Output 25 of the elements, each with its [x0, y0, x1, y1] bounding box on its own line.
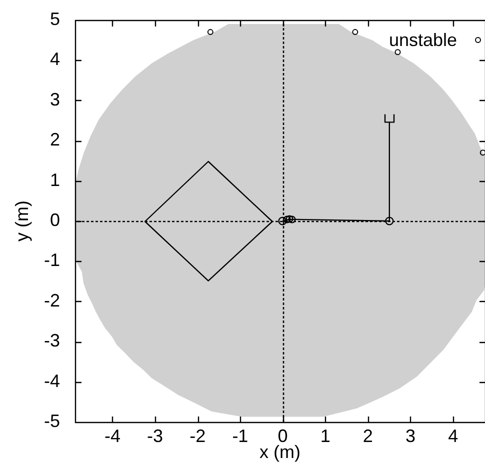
x-tick-label: 1 [320, 426, 330, 446]
y-tick-label: -4 [44, 370, 60, 391]
x-tick-label: 4 [448, 426, 458, 446]
y-tick-label: 4 [50, 49, 60, 70]
y-tick-label: 1 [50, 170, 60, 190]
x-tick-label: -1 [232, 426, 248, 446]
y-tick-label: 0 [50, 210, 60, 230]
point [394, 49, 401, 56]
x-tick-label: -4 [104, 426, 120, 446]
y-tick-label: -5 [44, 410, 60, 431]
y-axis-title: y (m) [12, 200, 32, 242]
y-tick-label: -2 [44, 290, 60, 310]
y-tick-label: 5 [50, 8, 60, 29]
x-tick-label: -3 [147, 426, 164, 446]
x-tick-label: -2 [190, 426, 206, 446]
x-tick-label: 2 [362, 426, 373, 446]
legend-label: unstable [388, 30, 457, 50]
y-tick-label: 3 [50, 89, 60, 110]
point [480, 150, 485, 156]
y-tick-label: -3 [44, 330, 60, 351]
y-tick-label: 2 [50, 130, 60, 150]
x-tick-label: 3 [405, 426, 416, 446]
y-tick-label: -1 [44, 250, 60, 270]
point [207, 29, 214, 36]
point [352, 29, 358, 36]
